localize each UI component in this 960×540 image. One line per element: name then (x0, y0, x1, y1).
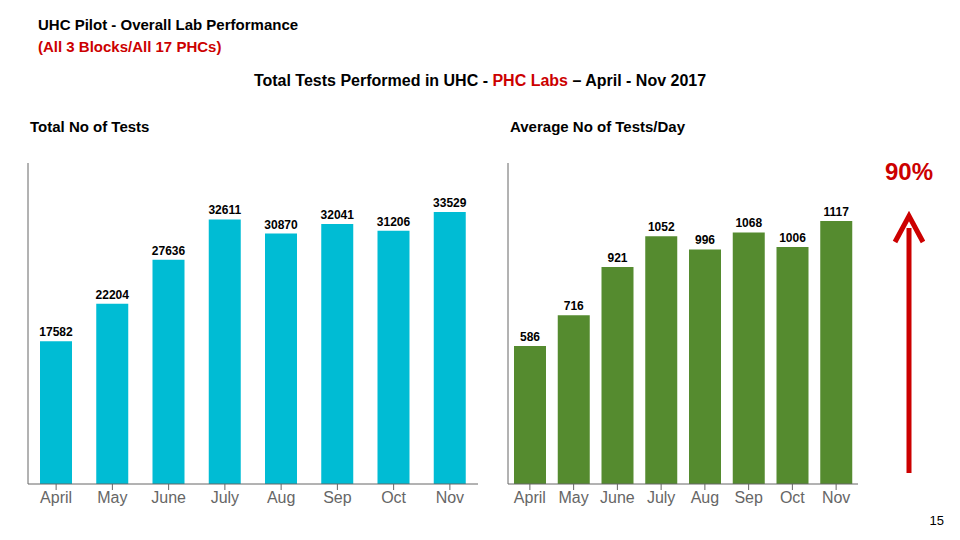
svg-text:Oct: Oct (780, 489, 805, 506)
svg-text:1068: 1068 (735, 216, 762, 230)
svg-text:May: May (97, 489, 127, 506)
svg-text:27636: 27636 (152, 244, 186, 258)
svg-text:April: April (514, 489, 546, 506)
svg-text:Aug: Aug (267, 489, 295, 506)
svg-text:July: July (211, 489, 239, 506)
svg-text:996: 996 (695, 233, 715, 247)
svg-text:17582: 17582 (39, 325, 73, 339)
html-text:15: 15 (929, 513, 944, 528)
svg-text:Aug: Aug (691, 489, 719, 506)
html-text:90%: 90% (885, 158, 933, 185)
html-text:(All 3 Blocks/All 17 PHCs): (All 3 Blocks/All 17 PHCs) (38, 38, 222, 55)
html-text:Total No of Tests: Total No of Tests (30, 118, 150, 135)
svg-text:586: 586 (520, 330, 540, 344)
svg-text:921: 921 (607, 251, 627, 265)
svg-text:22204: 22204 (96, 288, 130, 302)
svg-text:32611: 32611 (208, 203, 241, 217)
svg-text:1006: 1006 (779, 231, 806, 245)
svg-text:1117: 1117 (824, 205, 850, 219)
svg-text:June: June (600, 489, 635, 506)
html-text:Average No of Tests/Day: Average No of Tests/Day (510, 118, 686, 135)
svg-text:30870: 30870 (264, 218, 298, 232)
svg-text:31206: 31206 (377, 215, 411, 229)
svg-text:Nov: Nov (822, 489, 850, 506)
svg-text:32041: 32041 (321, 208, 355, 222)
svg-text:716: 716 (564, 299, 584, 313)
svg-text:Sep: Sep (734, 489, 763, 506)
svg-text:Sep: Sep (323, 489, 352, 506)
html-text:UHC Pilot - Overall Lab Perfor: UHC Pilot - Overall Lab Performance (38, 16, 299, 33)
svg-text:Nov: Nov (436, 489, 464, 506)
svg-text:July: July (647, 489, 675, 506)
svg-text:June: June (151, 489, 186, 506)
html-text:Total Tests Performed in UHC -: Total Tests Performed in UHC - PHC Labs … (253, 72, 707, 89)
svg-text:33529: 33529 (433, 196, 467, 210)
svg-text:1052: 1052 (648, 220, 675, 234)
svg-text:May: May (559, 489, 589, 506)
svg-text:Oct: Oct (381, 489, 406, 506)
svg-text:April: April (40, 489, 72, 506)
